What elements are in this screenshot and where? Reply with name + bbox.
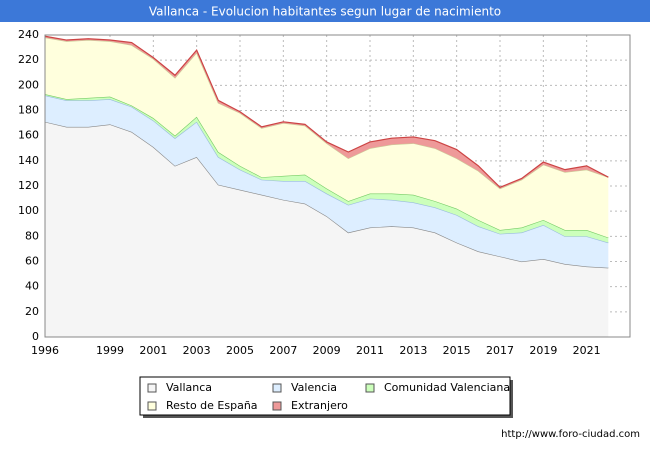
y-tick-label: 200	[18, 78, 39, 91]
x-tick-label: 2021	[573, 344, 601, 357]
y-tick-label: 220	[18, 53, 39, 66]
x-tick-label: 2019	[529, 344, 557, 357]
legend-label: Extranjero	[291, 399, 348, 412]
plot-area: 0 20 40 60 80 100 120 140 160 180 200 220 240 1996 199…	[18, 28, 631, 357]
legend-label: Comunidad Valenciana	[384, 381, 510, 394]
legend-items: Vallanca Valencia Comunidad Valenciana Rest…	[147, 381, 510, 412]
x-tick-label: 2003	[183, 344, 211, 357]
legend-swatch	[365, 383, 375, 393]
legend-label: Valencia	[291, 381, 337, 394]
area	[45, 94, 609, 243]
y-tick-label: 160	[18, 129, 39, 142]
area	[45, 95, 609, 268]
x-tick-label: 1999	[96, 344, 124, 357]
chart-title: Vallanca - Evolucion habitantes segun lu…	[149, 5, 501, 19]
x-tick-label: 1996	[31, 344, 59, 357]
legend-label: Resto de España	[166, 399, 258, 412]
y-tick-label: 240	[18, 28, 39, 41]
area	[45, 37, 609, 238]
legend-label: Vallanca	[166, 381, 212, 394]
y-tick-label: 80	[25, 229, 39, 242]
x-tick-label: 2009	[313, 344, 341, 357]
area	[45, 121, 609, 337]
legend-swatch	[147, 401, 157, 411]
legend-swatch	[147, 383, 157, 393]
y-tick-label: 60	[25, 255, 39, 268]
area-line	[44, 35, 609, 188]
y-tick-label: 100	[18, 204, 39, 217]
plot-border	[44, 34, 631, 338]
legend	[139, 376, 511, 416]
x-tick-label: 2007	[269, 344, 297, 357]
legend-swatch	[272, 383, 282, 393]
y-tick-label: 180	[18, 104, 39, 117]
y-tick-label: 140	[18, 154, 39, 167]
x-tick-label: 2011	[356, 344, 384, 357]
x-tick-label: 2013	[399, 344, 427, 357]
x-tick-label: 2015	[443, 344, 471, 357]
x-tick-label: 2001	[139, 344, 167, 357]
y-tick-label: 0	[32, 330, 39, 343]
x-tick-label: 2005	[226, 344, 254, 357]
y-tick-label: 40	[25, 280, 39, 293]
legend-swatch	[272, 401, 282, 411]
title-bar	[0, 0, 650, 22]
area-line	[44, 93, 609, 239]
source: http://www.foro-ciudad.com	[501, 429, 640, 440]
x-tick-label: 2017	[486, 344, 514, 357]
y-tick-label: 120	[18, 179, 39, 192]
y-tick-label: 20	[25, 305, 39, 318]
